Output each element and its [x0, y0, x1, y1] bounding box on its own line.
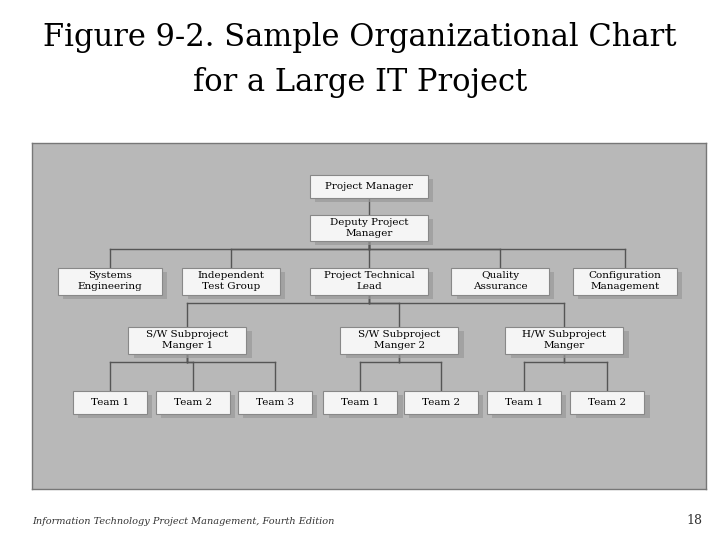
Bar	[243, 395, 318, 417]
Text: for a Large IT Project: for a Large IT Project	[193, 68, 527, 98]
Text: Systems
Engineering: Systems Engineering	[78, 271, 142, 292]
Text: Quality
Assurance: Quality Assurance	[473, 271, 528, 292]
Text: Project Manager: Project Manager	[325, 182, 413, 191]
Bar	[410, 395, 483, 417]
Bar	[310, 175, 428, 198]
Text: Independent
Test Group: Independent Test Group	[197, 271, 264, 292]
Text: Deputy Project
Manager: Deputy Project Manager	[330, 218, 408, 238]
Bar	[182, 268, 280, 295]
Bar	[328, 395, 402, 417]
Bar	[128, 327, 246, 354]
Text: Team 2: Team 2	[588, 398, 626, 407]
Text: Project Technical
Lead: Project Technical Lead	[323, 271, 415, 292]
Text: Team 2: Team 2	[174, 398, 212, 407]
Text: Figure 9-2. Sample Organizational Chart: Figure 9-2. Sample Organizational Chart	[43, 22, 677, 52]
Text: Team 1: Team 1	[341, 398, 379, 407]
Bar	[404, 391, 478, 414]
Bar	[457, 272, 554, 299]
Text: Team 2: Team 2	[422, 398, 460, 407]
Bar	[161, 395, 235, 417]
Text: Team 1: Team 1	[505, 398, 543, 407]
Bar	[315, 179, 433, 201]
Bar	[341, 327, 458, 354]
Bar	[156, 391, 230, 414]
Text: H/W Subproject
Manger: H/W Subproject Manger	[522, 330, 606, 350]
Bar	[505, 327, 623, 354]
Text: 18: 18	[686, 514, 702, 526]
Text: S/W Subproject
Manger 1: S/W Subproject Manger 1	[146, 330, 228, 350]
Bar	[73, 391, 147, 414]
Text: Configuration
Management: Configuration Management	[588, 271, 661, 292]
Bar	[576, 395, 649, 417]
Bar	[238, 391, 312, 414]
Bar	[451, 268, 549, 295]
Bar	[510, 331, 629, 357]
Bar	[487, 391, 561, 414]
Bar	[188, 272, 285, 299]
Text: Information Technology Project Management, Fourth Edition: Information Technology Project Managemen…	[32, 517, 335, 526]
Bar	[315, 219, 433, 245]
Bar	[134, 331, 251, 357]
Bar	[323, 391, 397, 414]
Text: S/W Subproject
Manger 2: S/W Subproject Manger 2	[358, 330, 441, 350]
Bar	[310, 268, 428, 295]
Bar	[578, 272, 683, 299]
Bar	[570, 391, 644, 414]
Text: Team 3: Team 3	[256, 398, 294, 407]
Bar	[63, 272, 167, 299]
Bar	[58, 268, 162, 295]
Bar	[346, 331, 464, 357]
Bar	[572, 268, 677, 295]
Bar	[78, 395, 152, 417]
Text: Team 1: Team 1	[91, 398, 129, 407]
Bar	[315, 272, 433, 299]
Bar	[310, 215, 428, 241]
Bar	[492, 395, 566, 417]
